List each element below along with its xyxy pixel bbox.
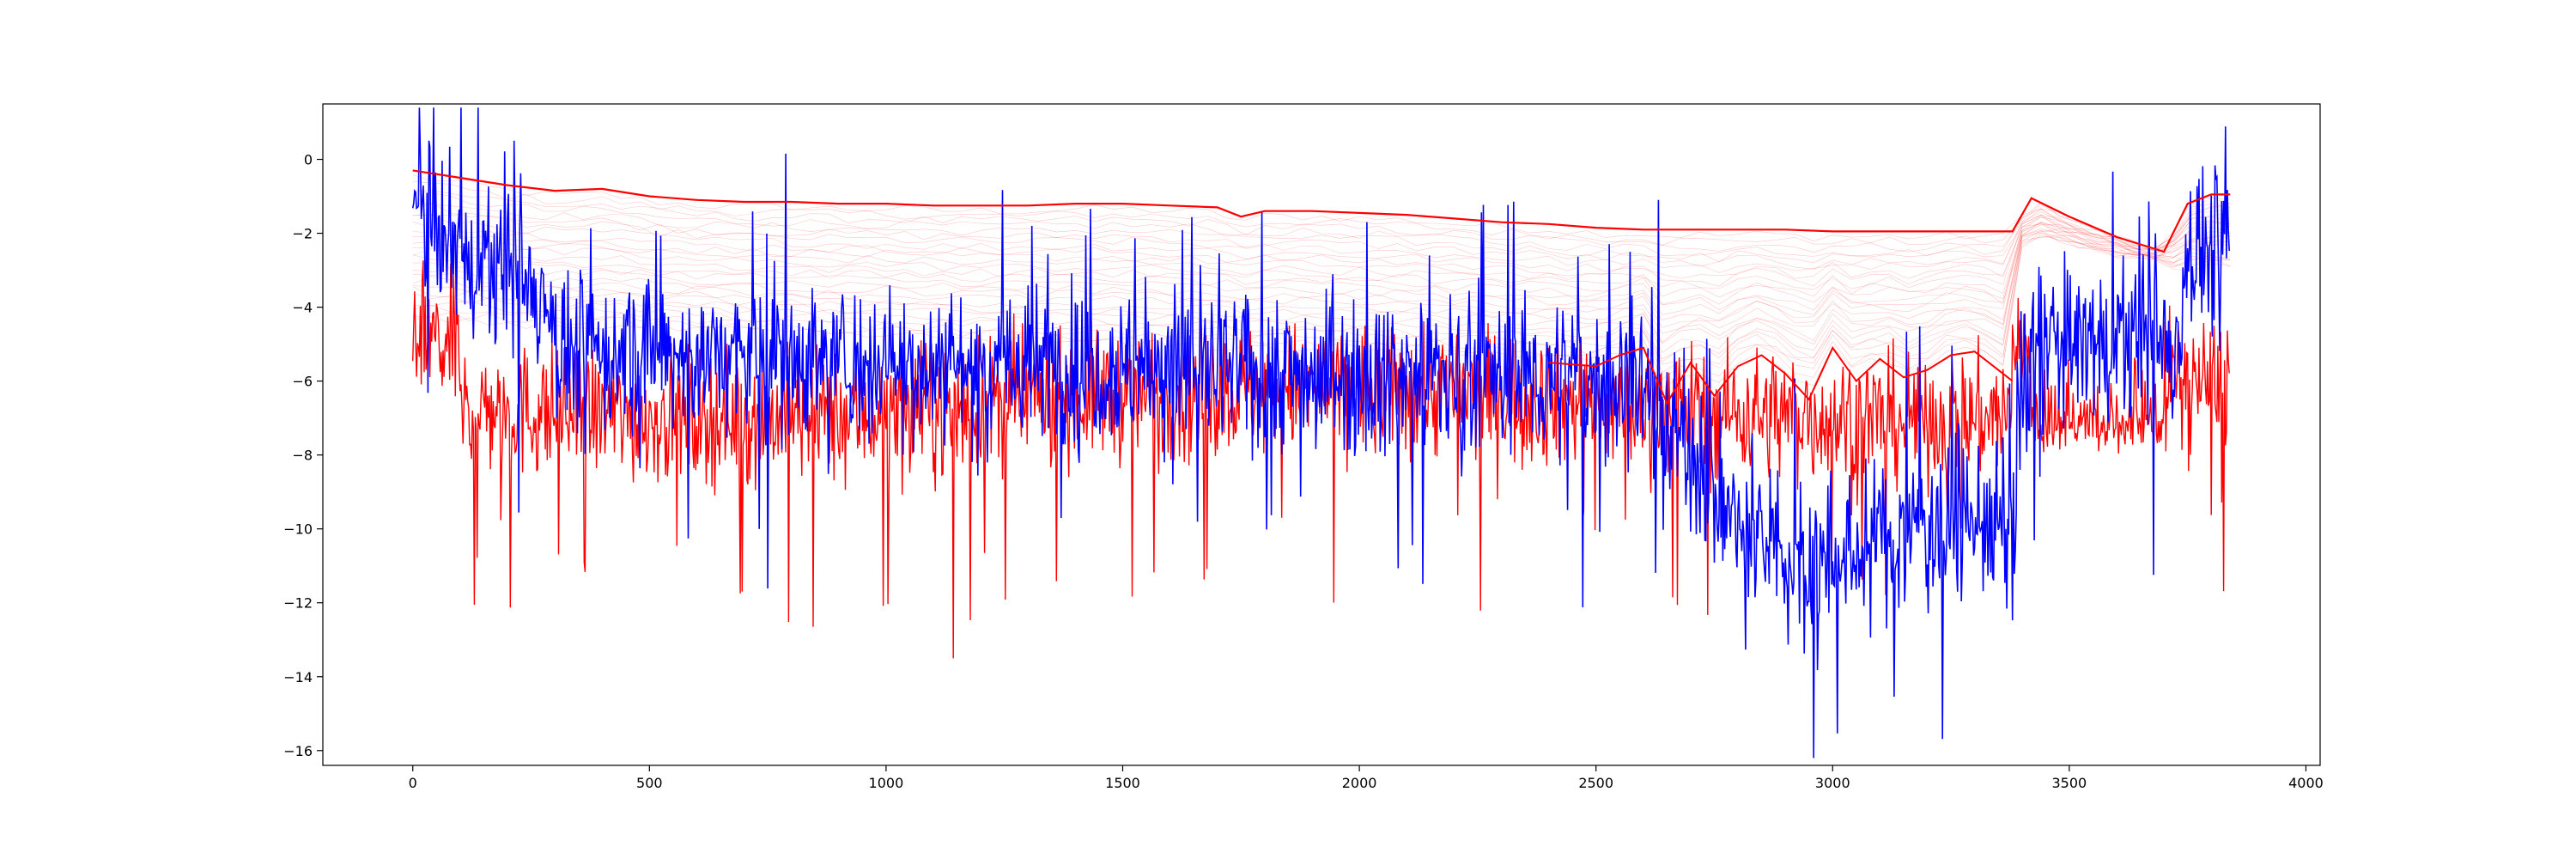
ensemble-line (412, 222, 2231, 334)
x-tick-label: 3500 (2052, 775, 2087, 791)
ensemble-line (412, 221, 2231, 328)
y-tick-label: −6 (292, 374, 313, 390)
x-axis: 0 500 1000 1500 2000 2500 3000 3500 4000 (409, 765, 2324, 791)
ensemble-line (412, 203, 2231, 270)
ensemble-line (412, 228, 2231, 345)
x-tick-label: 1500 (1105, 775, 1140, 791)
x-tick-label: 0 (409, 775, 417, 791)
ensemble-line (412, 203, 2231, 264)
x-tick-label: 2000 (1342, 775, 1377, 791)
ensemble-line (412, 180, 2231, 249)
blue-series (411, 107, 2230, 758)
x-tick-label: 500 (636, 775, 663, 791)
plot-area-frame (322, 103, 2321, 766)
y-tick-label: −2 (292, 226, 313, 242)
x-tick-label: 3000 (1815, 775, 1850, 791)
y-tick-label: −14 (283, 669, 313, 685)
ensemble-line (412, 232, 2231, 373)
x-tick-label: 1000 (869, 775, 904, 791)
ensemble-line (412, 230, 2231, 353)
ensemble-line (412, 211, 2231, 273)
ensemble-line (412, 224, 2231, 315)
ensemble-line (412, 222, 2231, 321)
ensemble-line (412, 235, 2231, 389)
ensemble-line (412, 188, 2231, 257)
ensemble-line (412, 190, 2231, 253)
ensemble-line (412, 232, 2231, 360)
y-tick-label: −10 (283, 521, 313, 538)
ensemble-line (412, 214, 2231, 290)
x-tick-label: 4000 (2288, 775, 2324, 791)
ensemble-line (412, 228, 2231, 343)
ensemble-line (412, 236, 2231, 380)
ensemble-line (412, 174, 2231, 252)
ensemble-lines (412, 174, 2231, 389)
envelope-lines (412, 169, 2231, 405)
ensemble-line (412, 229, 2231, 362)
ensemble-line (412, 214, 2231, 279)
ensemble-line (412, 222, 2231, 305)
ensemble-line (412, 223, 2231, 311)
ensemble-line (412, 216, 2231, 298)
y-tick-label: −16 (283, 743, 313, 759)
lower-envelope-line (1548, 345, 2014, 405)
blue-signal-line (411, 107, 2230, 758)
y-tick-label: 0 (304, 152, 313, 168)
y-tick-label: −8 (292, 448, 313, 464)
y-axis: 0 −2 −4 −6 −8 −10 −12 −14 −16 (283, 152, 323, 759)
x-tick-label: 2500 (1578, 775, 1613, 791)
upper-envelope-line (412, 169, 2231, 253)
ensemble-line (412, 216, 2231, 287)
y-tick-label: −12 (283, 595, 313, 612)
y-tick-label: −4 (292, 300, 313, 316)
ensemble-line (412, 235, 2231, 365)
